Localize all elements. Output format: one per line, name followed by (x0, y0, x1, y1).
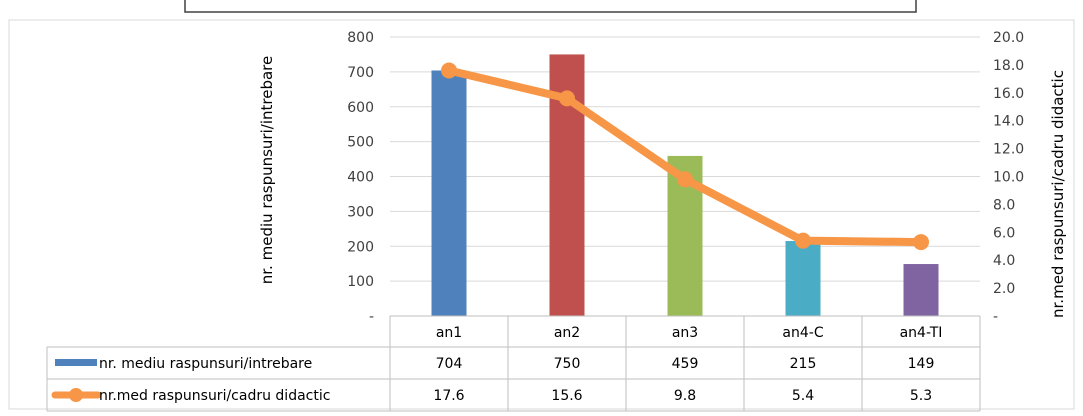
left-tick-label: 600 (347, 100, 374, 116)
category-label: an2 (554, 325, 580, 341)
legend-key-bars (55, 359, 97, 366)
right-tick-label: 16.0 (993, 86, 1024, 102)
right-tick-label: 12.0 (993, 142, 1024, 158)
chart-area-border (8, 19, 1075, 410)
left-tick-label: 800 (347, 30, 374, 46)
line-series (441, 62, 929, 251)
category-label: an4-TI (900, 325, 943, 341)
bar (785, 241, 821, 316)
data-label: 750 (554, 356, 581, 372)
left-axis-ticks: - 100 200 300 400 500 600 700 800 (347, 30, 374, 325)
right-tick-label: 10.0 (993, 170, 1024, 186)
bars (431, 54, 939, 316)
data-label: 704 (436, 356, 463, 372)
y2-axis-title: nr.med raspunsuri/cadru didactic (1049, 70, 1067, 318)
left-tick-label: 700 (347, 65, 374, 81)
series-name: nr. mediu raspunsuri/intrebare (99, 356, 312, 372)
right-tick-label: - (993, 309, 998, 325)
right-tick-label: 14.0 (993, 114, 1024, 130)
title-box (184, 0, 917, 13)
right-tick-label: 20.0 (993, 30, 1024, 46)
left-tick-label: 200 (347, 239, 374, 255)
right-tick-label: 8.0 (993, 197, 1015, 213)
line-marker (913, 234, 929, 251)
bar (431, 70, 467, 316)
bar (903, 264, 939, 316)
line-marker (559, 90, 575, 107)
left-tick-label: 500 (347, 135, 374, 151)
data-label: 9.8 (674, 388, 696, 404)
data-label: 17.6 (433, 388, 464, 404)
series-name: nr.med raspunsuri/cadru didactic (99, 388, 330, 404)
left-tick-label: 400 (347, 170, 374, 186)
data-label: 5.3 (910, 388, 932, 404)
right-tick-label: 2.0 (993, 281, 1015, 297)
data-label: 215 (790, 356, 817, 372)
right-tick-label: 18.0 (993, 58, 1024, 74)
left-tick-label: 300 (347, 204, 374, 220)
data-label: 459 (672, 356, 699, 372)
data-label: 5.4 (792, 388, 814, 404)
category-label: an4-C (782, 325, 823, 341)
data-table: an1 an2 an3 an4-C an4-TI nr. mediu raspunsuri… (46, 315, 981, 412)
line-marker (441, 62, 457, 79)
right-tick-label: 4.0 (993, 253, 1015, 269)
right-axis-ticks: - 2.0 4.0 6.0 8.0 10.0 12.0 14.0 16.0 18.0 20.0 (993, 30, 1024, 325)
line-marker (677, 171, 693, 188)
legend-key-marker (69, 388, 83, 402)
data-label: 149 (908, 356, 935, 372)
y-axis-title: nr. mediu raspunsuri/intrebare (258, 56, 276, 284)
data-label: 15.6 (551, 388, 582, 404)
left-tick-label: - (369, 309, 374, 325)
category-label: an1 (436, 325, 462, 341)
category-label: an3 (672, 325, 698, 341)
right-tick-label: 6.0 (993, 225, 1015, 241)
line-marker (795, 232, 811, 249)
left-tick-label: 100 (347, 274, 374, 290)
